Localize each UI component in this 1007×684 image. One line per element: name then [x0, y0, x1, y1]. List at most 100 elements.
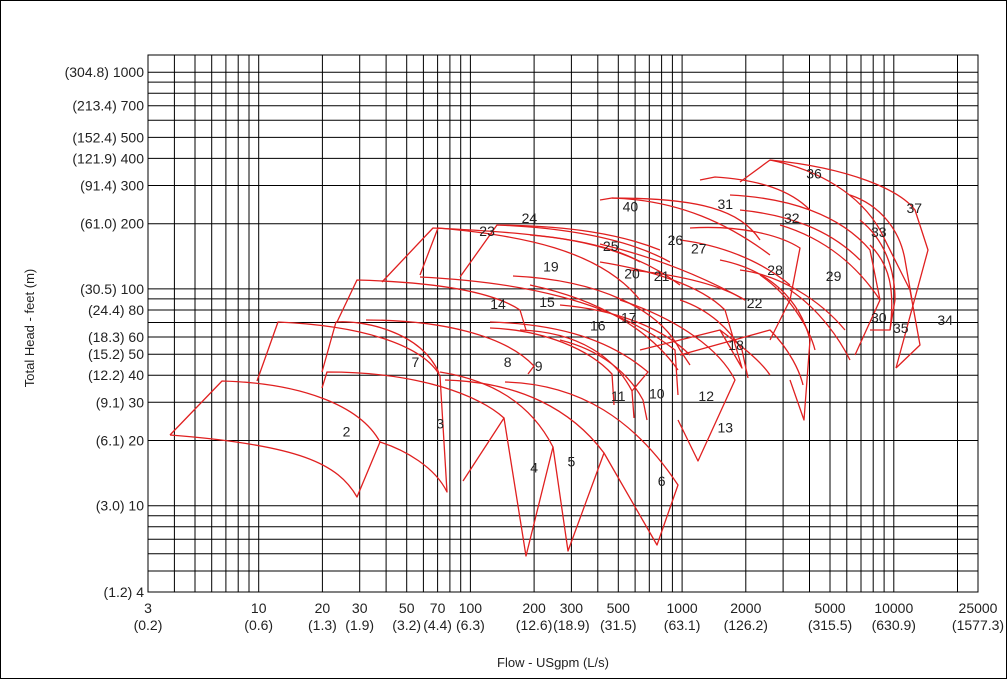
x-tick-label-metric: (3.2)	[392, 617, 421, 633]
curve-number-label: 13	[718, 419, 734, 435]
x-tick-label: 70	[430, 600, 446, 616]
y-tick-label: (1.2) 4	[104, 584, 145, 600]
curve-number-label: 40	[623, 199, 639, 215]
pump-curve	[759, 274, 816, 351]
curve-number-label: 11	[611, 388, 626, 404]
pump-curve	[599, 261, 743, 369]
pump-curve	[619, 299, 736, 462]
pump-curve	[419, 276, 679, 396]
curve-number-label: 15	[539, 294, 555, 310]
curve-number-label: 31	[718, 196, 734, 212]
x-tick-label: 50	[399, 600, 415, 616]
x-tick-label: 10	[251, 600, 267, 616]
pump-curve	[849, 194, 913, 301]
curve-number-label: 34	[937, 312, 953, 328]
pump-curve	[859, 219, 896, 331]
pump-curve	[439, 371, 554, 557]
x-tick-label-metric: (0.6)	[244, 617, 273, 633]
pump-curve	[789, 289, 851, 361]
curve-number-label: 32	[784, 210, 800, 226]
pump-curve	[689, 226, 801, 341]
pump-curve	[719, 259, 811, 421]
curve-number-label: 17	[621, 309, 637, 325]
curve-number-label: 21	[654, 268, 670, 284]
curve-number-label: 19	[543, 258, 559, 274]
x-tick-label: 500	[607, 600, 631, 616]
pump-curve	[499, 224, 661, 251]
pump-curve	[321, 321, 440, 374]
curve-number-label: 20	[624, 265, 640, 281]
x-axis-label: Flow - USgpm (L/s)	[497, 655, 609, 670]
x-tick-label-metric: (31.5)	[600, 617, 637, 633]
x-tick-label: 300	[560, 600, 584, 616]
pump-curve	[699, 176, 811, 211]
curve-number-label: 29	[826, 268, 842, 284]
x-tick-label-metric: (18.9)	[553, 617, 590, 633]
pump-curves	[169, 159, 929, 557]
curve-number-label: 10	[649, 385, 665, 401]
y-tick-label: (121.9) 400	[72, 150, 144, 166]
pump-curve	[679, 239, 791, 286]
pump-curve	[769, 159, 921, 369]
x-tick-label: 1000	[667, 600, 698, 616]
curve-number-label: 33	[871, 224, 887, 240]
curve-number-label: 22	[747, 295, 763, 311]
y-tick-label: (152.4) 500	[72, 129, 144, 145]
curve-number-label: 9	[535, 358, 543, 374]
y-tick-label: (18.3) 60	[88, 329, 144, 345]
pump-curve	[169, 380, 381, 498]
y-tick-label: (6.1) 20	[96, 433, 144, 449]
y-axis-label: Total Head - feet (m)	[22, 269, 37, 388]
x-tick-label-metric: (126.2)	[724, 617, 768, 633]
x-tick-label-metric: (63.1)	[664, 617, 701, 633]
y-tick-label: (12.2) 40	[88, 367, 144, 383]
y-tick-label: (213.4) 700	[72, 98, 144, 114]
y-tick-label: (30.5) 100	[80, 281, 144, 297]
curve-number-label: 3	[436, 415, 444, 431]
curve-number-label: 16	[590, 317, 606, 333]
pump-curve	[779, 224, 881, 301]
pump-curve	[529, 284, 679, 371]
x-tick-label: 10000	[874, 600, 913, 616]
curve-number-label: 25	[603, 238, 619, 254]
pump-curve	[559, 304, 691, 356]
pump-curve	[365, 319, 535, 375]
pump-curve	[729, 194, 881, 356]
curve-number-label: 35	[893, 320, 909, 336]
pump-curve	[444, 379, 605, 552]
pump-curve	[336, 279, 527, 331]
pump-curve	[739, 159, 929, 369]
x-tick-label-metric: (1577.3)	[952, 617, 1004, 633]
x-tick-label-metric: (6.3)	[456, 617, 485, 633]
pump-curve	[559, 339, 648, 421]
x-tick-labels: 3(0.2) 10(0.6) 20(1.3) 30(1.9) 50(3.2) 70(4.4…	[134, 600, 1004, 633]
y-tick-label: (304.8) 1000	[65, 64, 145, 80]
x-tick-label-metric: (12.6)	[516, 617, 553, 633]
curve-number-label: 2	[343, 424, 351, 440]
x-tick-label-metric: (315.5)	[808, 617, 852, 633]
x-tick-label-metric: (1.3)	[308, 617, 337, 633]
curve-number-label: 6	[658, 473, 666, 489]
y-tick-label: (3.0) 10	[96, 498, 144, 514]
pump-curve	[519, 329, 635, 419]
curve-number-label: 4	[530, 460, 538, 476]
pump-curve	[321, 371, 505, 482]
x-tick-label: 30	[352, 600, 368, 616]
curve-number-label: 8	[504, 354, 512, 370]
x-tick-label: 3	[144, 600, 152, 616]
curve-number-label: 12	[698, 388, 714, 404]
curve-number-label: 26	[668, 232, 684, 248]
curve-number-label: 37	[907, 200, 923, 216]
x-tick-label: 20	[315, 600, 331, 616]
pump-curve	[611, 197, 771, 256]
pump-curve	[869, 244, 893, 331]
x-tick-label: 2000	[730, 600, 761, 616]
x-tick-label: 100	[459, 600, 483, 616]
pump-curve	[679, 329, 804, 386]
curve-number-label: 5	[568, 454, 576, 470]
x-tick-label-metric: (0.2)	[134, 617, 163, 633]
curve-number-label: 36	[806, 166, 822, 182]
